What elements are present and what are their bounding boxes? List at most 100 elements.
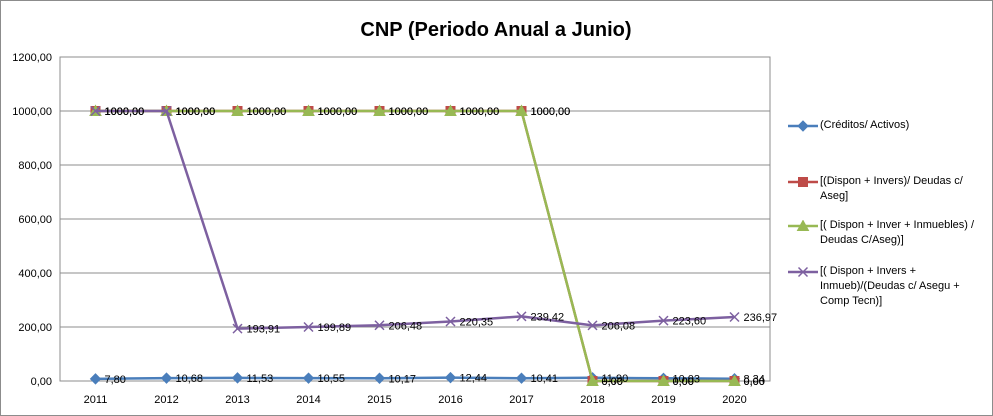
legend-label: [( Dispon + Invers + Inmueb)/(Deudas c/ … [820, 265, 960, 307]
data-label: 0,00 [602, 376, 623, 388]
data-labels: 7,80 10,68 11,53 10,55 10,17 12,44 10,41 11,90 1… [105, 106, 778, 388]
x-tick-label: 2014 [296, 394, 320, 406]
data-point [796, 220, 810, 231]
series-group [89, 104, 741, 386]
data-label: 10,17 [389, 373, 417, 385]
series-line [95, 376, 735, 381]
data-label: 223,60 [673, 316, 707, 328]
x-tick-label: 2018 [580, 394, 604, 406]
data-point [797, 120, 809, 132]
data-point [728, 374, 741, 386]
data-label: 0,00 [673, 376, 694, 388]
data-label: 1000,00 [460, 106, 500, 118]
data-label: 206,08 [602, 320, 636, 332]
data-label: 10,03 [673, 373, 701, 385]
x-tick-label: 2016 [438, 394, 462, 406]
x-tick-label: 2019 [651, 394, 675, 406]
data-label: 1000,00 [460, 106, 500, 118]
data-label: 1000,00 [247, 106, 287, 118]
data-label: 1000,00 [176, 106, 216, 118]
data-point [797, 266, 809, 278]
data-label: 0,00 [673, 376, 694, 388]
data-label: 11,90 [602, 373, 629, 385]
y-tick-label: 0,00 [31, 376, 52, 388]
data-point [231, 104, 244, 116]
data-label: 239,42 [531, 311, 565, 323]
data-point [444, 104, 457, 116]
data-label: 1000,00 [531, 106, 571, 118]
data-point [373, 372, 386, 384]
data-point [657, 374, 670, 386]
x-tick-label: 2011 [84, 394, 108, 406]
legend-label: [( Dispon + Inver + Inmuebles) / Deudas … [820, 219, 975, 246]
data-label: 1000,00 [389, 106, 429, 118]
data-label: 1000,00 [105, 106, 145, 118]
data-point [90, 105, 101, 117]
data-point [445, 316, 456, 327]
legend-swatch [788, 177, 818, 187]
data-label: 8,34 [744, 374, 765, 386]
data-label: 199,89 [318, 322, 352, 334]
data-point [302, 104, 315, 116]
data-label: 10,55 [318, 373, 346, 385]
y-tick-label: 600,00 [18, 214, 52, 226]
data-label: 1000,00 [105, 106, 145, 118]
data-point [231, 372, 244, 384]
data-point [587, 320, 598, 331]
legend-swatch [788, 266, 818, 278]
x-tick-label: 2013 [225, 394, 249, 406]
data-label: 1000,00 [318, 106, 358, 118]
y-tick-label: 1200,00 [12, 52, 52, 64]
data-point [161, 105, 172, 117]
y-tick-label: 200,00 [18, 322, 52, 334]
data-point [798, 177, 808, 187]
x-tick-label: 2015 [367, 394, 391, 406]
data-label: 193,91 [247, 324, 281, 336]
data-point [302, 372, 315, 384]
data-point [160, 372, 173, 384]
axes: 0,00 200,00 400,00 600,00 800,00 1000,00 1200,… [12, 52, 747, 406]
x-tick-label: 2012 [154, 394, 178, 406]
data-label: 206,48 [389, 320, 423, 332]
data-label: 0,00 [602, 376, 623, 388]
data-point [303, 321, 314, 333]
data-label: 0,00 [744, 376, 765, 388]
legend-label: (Créditos/ Activos) [820, 119, 910, 131]
data-point [232, 323, 243, 334]
chart-title: CNP (Periodo Anual a Junio) [360, 19, 631, 41]
data-label: 0,00 [744, 376, 765, 388]
data-point [515, 104, 528, 116]
series-line [95, 109, 735, 383]
data-point [374, 320, 385, 331]
series [90, 105, 740, 334]
data-label: 1000,00 [247, 106, 287, 118]
data-label: 1000,00 [105, 106, 145, 118]
series-line [95, 109, 735, 330]
data-point [515, 372, 528, 384]
data-point [729, 311, 740, 323]
data-point [586, 374, 599, 386]
data-label: 236,97 [744, 312, 778, 324]
data-point [373, 104, 386, 116]
x-tick-label: 2017 [509, 394, 533, 406]
data-label: 10,41 [531, 373, 559, 385]
data-point [516, 311, 527, 322]
data-label: 1000,00 [318, 106, 358, 118]
data-label: 1000,00 [531, 106, 571, 118]
data-point [444, 371, 457, 384]
legend-swatch [788, 120, 818, 132]
y-tick-label: 1000,00 [12, 106, 52, 118]
legend-swatch [788, 220, 818, 231]
data-point [658, 315, 669, 326]
x-tick-label: 2020 [722, 394, 746, 406]
data-label: 220,35 [460, 317, 494, 329]
data-label: 1000,00 [176, 106, 216, 118]
y-tick-label: 800,00 [18, 160, 52, 172]
data-label: 10,68 [176, 373, 204, 385]
y-tick-label: 400,00 [18, 268, 52, 280]
data-label: 1000,00 [176, 106, 216, 118]
data-label: 12,44 [460, 373, 488, 385]
data-label: 11,53 [247, 373, 274, 385]
data-label: 1000,00 [389, 106, 429, 118]
